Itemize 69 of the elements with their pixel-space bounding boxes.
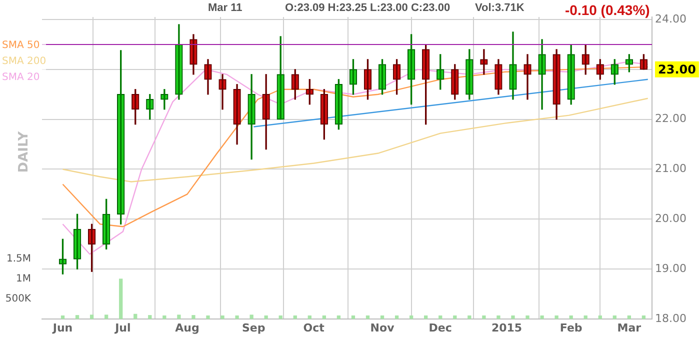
text: Vol:3.71K bbox=[475, 2, 524, 14]
bar bbox=[351, 315, 356, 319]
x-tick-label: Sep bbox=[242, 321, 266, 334]
y-tick-label: 18.00 bbox=[655, 312, 686, 325]
x-tick-label: Aug bbox=[175, 321, 200, 334]
bar bbox=[511, 315, 515, 319]
bar bbox=[526, 315, 530, 319]
bar bbox=[162, 315, 166, 319]
bar bbox=[336, 315, 341, 319]
bar bbox=[90, 314, 94, 319]
bar bbox=[134, 314, 138, 319]
bar bbox=[104, 314, 108, 319]
x-tick-label: Feb bbox=[560, 321, 582, 334]
bar bbox=[148, 315, 152, 319]
bar bbox=[380, 315, 384, 319]
x-tick-label: Dec bbox=[428, 321, 452, 334]
bar bbox=[453, 315, 457, 319]
x-tick-label: Jul bbox=[114, 321, 131, 334]
bar bbox=[468, 315, 472, 319]
y-tick-label: 22.00 bbox=[655, 112, 686, 126]
bar bbox=[250, 314, 254, 319]
text: DAILY bbox=[16, 131, 32, 173]
bar bbox=[409, 315, 414, 319]
annotation: -0.10 (0.43%) bbox=[565, 2, 650, 18]
bar bbox=[119, 278, 123, 319]
bar bbox=[206, 315, 210, 319]
x-tick-label: Jun bbox=[52, 321, 73, 334]
bar bbox=[75, 315, 80, 319]
y2-tick-label: 1.5M bbox=[6, 254, 31, 265]
bar bbox=[235, 315, 239, 319]
bar bbox=[424, 315, 428, 319]
bar bbox=[438, 315, 442, 319]
y-tick-label: 20.00 bbox=[655, 212, 686, 226]
text: 23.00 bbox=[658, 62, 696, 77]
bar bbox=[308, 315, 312, 319]
x-tick-label: Oct bbox=[303, 321, 324, 334]
bar bbox=[322, 315, 326, 319]
x-tick-label: Nov bbox=[370, 321, 396, 334]
x-tick-label: 2015 bbox=[491, 321, 522, 334]
y-tick-label: 24.00 bbox=[655, 12, 686, 26]
bar bbox=[554, 315, 558, 319]
bar bbox=[598, 315, 602, 319]
bar bbox=[612, 315, 616, 319]
x-tick-label: Mar bbox=[617, 321, 642, 334]
bar bbox=[264, 315, 268, 319]
y2-tick-label: 1M bbox=[16, 274, 31, 285]
text: SMA 200 bbox=[2, 54, 46, 70]
bar bbox=[627, 315, 632, 319]
bar bbox=[60, 315, 65, 319]
y-tick-label: 19.00 bbox=[655, 262, 686, 275]
text: SMA 20 bbox=[2, 70, 46, 86]
bar bbox=[569, 315, 573, 319]
text: O:23.09 H:23.25 L:23.00 C:23.00 bbox=[285, 2, 450, 14]
bar bbox=[584, 315, 588, 319]
bar bbox=[220, 315, 224, 319]
bar bbox=[642, 315, 646, 319]
y2-tick-label: 500K bbox=[5, 294, 32, 305]
text: Mar 11 bbox=[208, 2, 242, 14]
bar bbox=[177, 314, 181, 319]
bar bbox=[278, 315, 282, 319]
bar bbox=[192, 315, 196, 319]
bar bbox=[366, 315, 370, 319]
bar bbox=[482, 315, 486, 319]
bar bbox=[394, 315, 399, 319]
bar bbox=[496, 315, 500, 319]
bar bbox=[293, 315, 297, 319]
bar bbox=[540, 315, 544, 319]
text: SMA 50 bbox=[2, 38, 46, 54]
y-tick-label: 21.00 bbox=[655, 162, 686, 176]
